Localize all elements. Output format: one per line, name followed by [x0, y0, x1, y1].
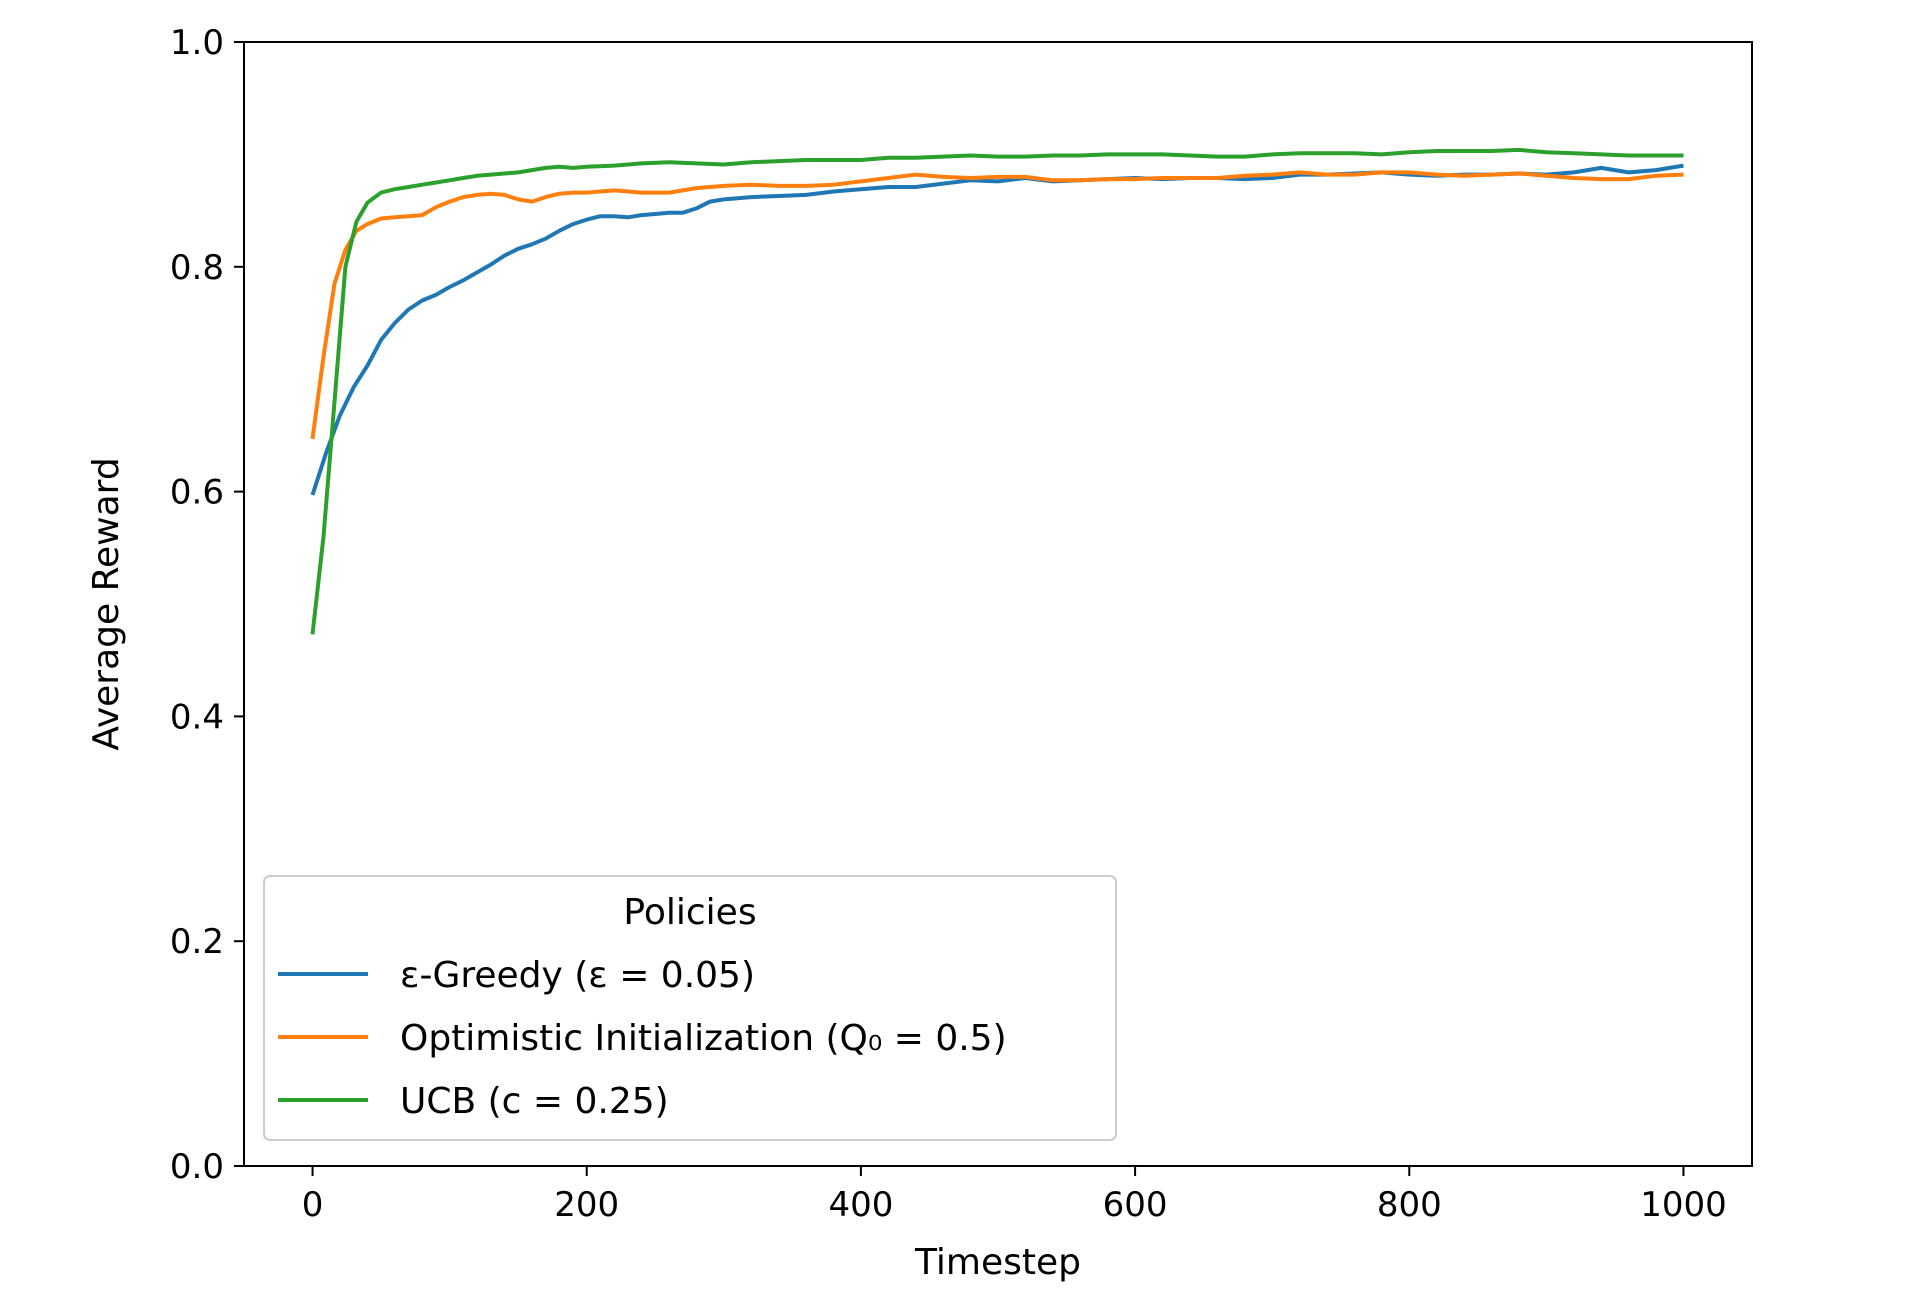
legend-label-3: UCB (c = 0.25): [400, 1081, 669, 1122]
legend-box: [263, 875, 1117, 1141]
y-tick-label: 0.4: [170, 697, 224, 737]
plot-frame: [243, 41, 1753, 1167]
y-tick-label: 1.0: [170, 23, 224, 63]
x-axis-label: Timestep: [914, 1242, 1081, 1283]
x-tick-label: 600: [1103, 1185, 1168, 1225]
x-tick-label: 200: [554, 1185, 619, 1225]
series-line-1: [310, 163, 1684, 496]
y-axis-label: Average Reward: [86, 457, 127, 750]
y-axis: 0.0 0.2 0.4 0.6 0.8 1.0: [170, 23, 244, 1187]
legend-label-2: Optimistic Initialization (Q₀ = 0.5): [400, 1018, 1007, 1059]
x-axis: 0 200 400 600 800 1000: [302, 1166, 1727, 1225]
y-tick-label: 0.6: [170, 473, 224, 513]
series-layer: [310, 147, 1684, 635]
legend: Policies ε-Greedy (ε = 0.05) Optimistic I…: [263, 875, 1117, 1141]
y-tick-label: 0.8: [170, 248, 224, 288]
x-tick-label: 0: [302, 1185, 324, 1225]
series-line-3: [310, 147, 1684, 635]
series-line-2: [310, 170, 1684, 440]
legend-label-1: ε-Greedy (ε = 0.05): [400, 955, 755, 996]
x-tick-label: 400: [828, 1185, 893, 1225]
legend-items: ε-Greedy (ε = 0.05) Optimistic Initializa…: [278, 955, 1007, 1122]
x-tick-label: 1000: [1640, 1185, 1727, 1225]
legend-title: Policies: [623, 892, 756, 933]
y-tick-label: 0.2: [170, 922, 224, 962]
x-tick-label: 800: [1377, 1185, 1442, 1225]
y-tick-label: 0.0: [170, 1147, 224, 1187]
